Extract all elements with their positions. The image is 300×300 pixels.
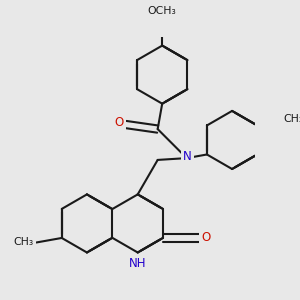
Text: N: N [183, 150, 192, 163]
Text: O: O [114, 116, 123, 129]
Text: OCH₃: OCH₃ [148, 6, 177, 16]
Text: O: O [202, 232, 211, 244]
Text: CH₃: CH₃ [284, 114, 300, 124]
Text: CH₃: CH₃ [14, 238, 34, 248]
Text: NH: NH [129, 257, 146, 270]
